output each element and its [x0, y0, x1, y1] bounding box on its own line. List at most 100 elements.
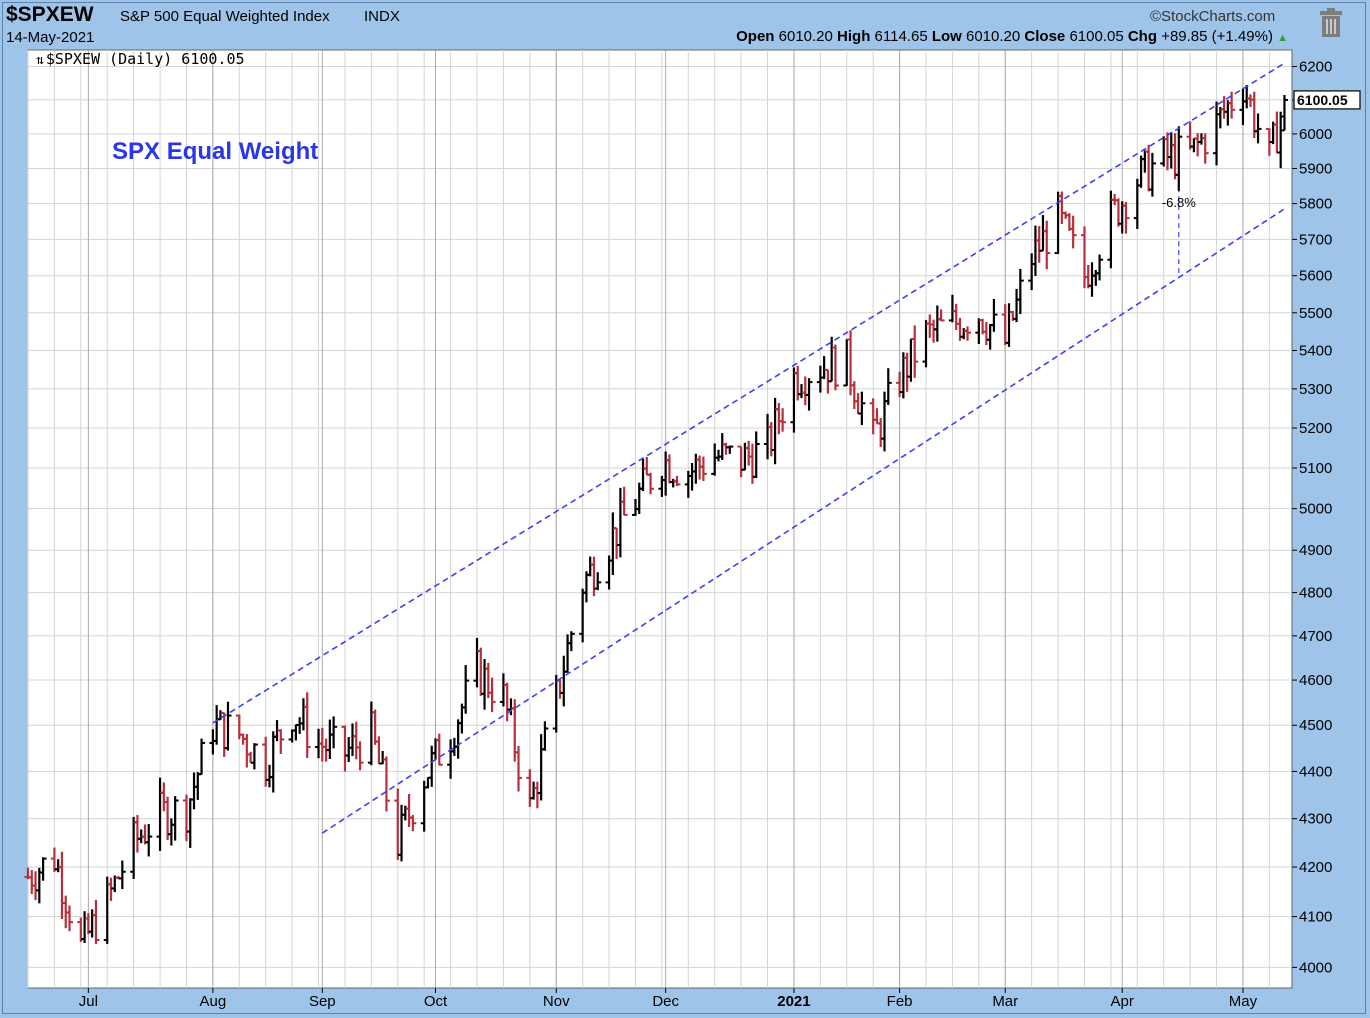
close-label: Close [1024, 28, 1066, 45]
ohlc-bar [1043, 220, 1051, 270]
low-label: Low [931, 28, 962, 45]
ohlc-bar [1016, 268, 1024, 315]
y-tick-label: 4400 [1299, 763, 1332, 780]
y-tick-label: 5000 [1299, 501, 1332, 518]
y-tick-label: 5600 [1299, 268, 1332, 285]
ohlc-bar [1201, 133, 1209, 164]
close-value: 6100.05 [1069, 28, 1124, 45]
ohlc-bar [1280, 95, 1288, 132]
y-tick-label: 6200 [1299, 59, 1332, 76]
grid [27, 50, 1292, 988]
price-bars [24, 85, 1288, 944]
plot-area [27, 49, 1293, 989]
ohlc-bar [805, 378, 813, 411]
x-tick-label: Apr [1111, 993, 1134, 1010]
ohlc-bar [356, 741, 364, 771]
x-tick-label: Jul [79, 993, 98, 1010]
ohlc-bar [435, 733, 443, 766]
ohlc-bar [990, 298, 998, 332]
ohlc-bar [911, 325, 919, 378]
y-tick-label: 5800 [1299, 196, 1332, 213]
ohlc-bar [488, 677, 496, 713]
x-tick-label: Sep [309, 993, 336, 1010]
ohlc-bar [277, 729, 285, 754]
ohlc-bar [1069, 215, 1077, 249]
index-name: S&P 500 Equal Weighted Index [120, 8, 330, 25]
high-label: High [837, 28, 871, 45]
x-tick-label: May [1229, 993, 1258, 1010]
y-tick-label: 5900 [1299, 160, 1332, 177]
ohlc-bar [567, 631, 575, 652]
up-arrow-icon: ▲ [1277, 32, 1288, 44]
ohlc-bar [541, 721, 549, 751]
brand-label[interactable]: ©StockCharts.com [1150, 8, 1276, 25]
open-label: Open [736, 28, 775, 45]
x-tick-label: Mar [992, 993, 1018, 1010]
y-tick-label: 5400 [1299, 342, 1332, 359]
trash-icon[interactable] [1318, 8, 1344, 38]
ohlc-bar [92, 899, 100, 944]
ohlc-bar [409, 814, 417, 832]
y-tick-label: 5500 [1299, 305, 1332, 322]
y-tick-label: 4200 [1299, 859, 1332, 876]
y-tick-label: 5100 [1299, 460, 1332, 477]
ohlc-bar [1228, 91, 1236, 119]
ohlc-bar [699, 456, 707, 481]
ohlc-bar [726, 445, 734, 454]
ohlc-bar [1175, 126, 1183, 191]
y-tick-label: 4700 [1299, 628, 1332, 645]
ohlc-bar [382, 756, 390, 812]
y-tick-label: 5200 [1299, 420, 1332, 437]
y-tick-label: 4800 [1299, 585, 1332, 602]
x-tick-label: Aug [200, 993, 227, 1010]
ohlc-bar [831, 344, 839, 391]
plot-series-label: ⇅ $SPXEW (Daily) 6100.05 [36, 50, 245, 68]
ohlc-bar [462, 665, 470, 714]
chart-title: SPX Equal Weight [112, 138, 318, 165]
ohlc-bar [198, 738, 206, 776]
ohlc-bar [250, 743, 258, 770]
chg-value: +89.85 (+1.49%) [1161, 28, 1273, 45]
ohlc-bar [647, 472, 655, 495]
x-tick-label: Feb [887, 993, 913, 1010]
ohlc-bar [779, 408, 787, 432]
x-tick-label: Nov [543, 993, 570, 1010]
high-value: 6114.65 [874, 28, 928, 45]
x-tick-label: Dec [652, 993, 679, 1010]
ohlc-bar [145, 824, 153, 857]
last-price-value: 6100.05 [1297, 92, 1348, 108]
ohlc-bar [330, 716, 338, 749]
y-tick-label: 4600 [1299, 672, 1332, 689]
y-tick-label: 6000 [1299, 126, 1332, 143]
y-tick-label: 4900 [1299, 542, 1332, 559]
channel-lower-line [321, 208, 1285, 834]
ohlc-bar [515, 745, 523, 792]
open-value: 6010.20 [778, 28, 833, 45]
ohlc-bar [620, 486, 628, 516]
axis-ticks: 4000 4100 4200 4300 4400 4500 4600 4700 4800 4900… [79, 59, 1333, 1010]
ohlc-bar [1122, 201, 1130, 234]
x-tick-label: Oct [424, 993, 448, 1010]
ohlc-bar [673, 475, 681, 487]
chg-label: Chg [1127, 28, 1158, 45]
ohlc-bar [752, 431, 760, 479]
ohlc-summary: Open 6010.20 High 6114.65 Low 6010.20 Cl… [736, 28, 1288, 45]
ohlc-bar [964, 326, 972, 341]
ohlc-bar [1148, 152, 1156, 197]
low-value: 6010.20 [966, 28, 1021, 45]
ohlc-bar [224, 701, 232, 751]
ohlc-bar [594, 572, 602, 591]
symbol-label: $SPXEW [6, 3, 94, 26]
ohlc-bar [118, 860, 126, 890]
ohlc-bar [1254, 113, 1262, 144]
ohlc-bar [1096, 254, 1104, 281]
ohlc-bar [937, 309, 945, 322]
ohlc-bar [171, 796, 179, 841]
ohlc-bar [303, 692, 311, 758]
date-label: 14-May-2021 [6, 29, 95, 46]
y-tick-label: 5700 [1299, 231, 1332, 248]
ohlc-bar [39, 857, 47, 881]
x-tick-label: 2021 [777, 993, 810, 1010]
